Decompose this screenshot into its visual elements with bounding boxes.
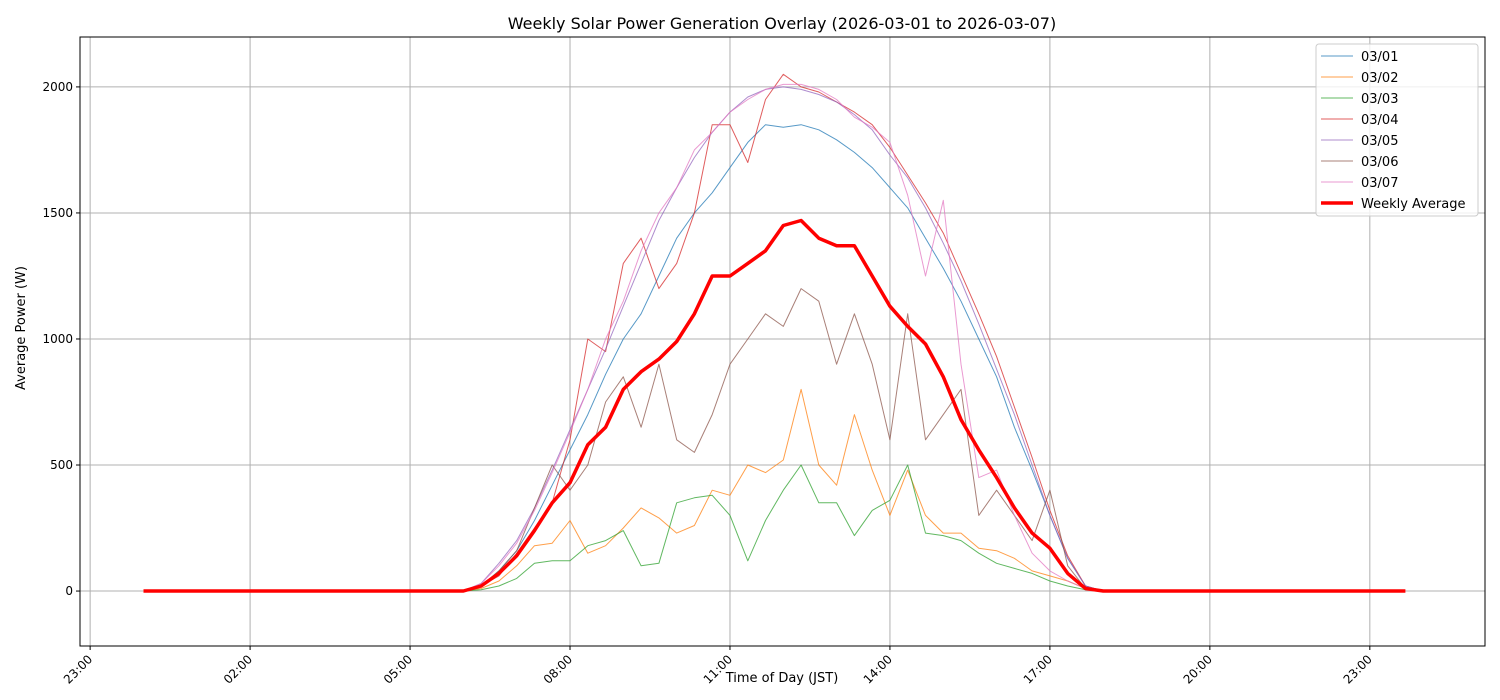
plot-frame: [79, 36, 1486, 647]
y-tick-label: 0: [65, 584, 73, 598]
legend-entry: 03/02: [1361, 71, 1398, 86]
series-line-03-03: [143, 464, 1406, 592]
legend-entry: 03/06: [1361, 155, 1398, 170]
x-tick-label: 14:00: [861, 652, 895, 686]
x-tick-label: 17:00: [1021, 652, 1055, 686]
legend-entry: 03/04: [1361, 113, 1398, 128]
x-tick-label: 08:00: [541, 652, 575, 686]
legend-entry: 03/05: [1361, 134, 1398, 149]
series-line-03-01: [143, 124, 1406, 592]
y-axis-label: Average Power (W): [14, 266, 29, 390]
x-tick-label: 23:00: [61, 652, 95, 686]
x-tick-label: 02:00: [221, 652, 255, 686]
series-lines: [143, 73, 1406, 593]
legend-frame: [1315, 43, 1479, 217]
x-tick-label: 05:00: [381, 652, 415, 686]
grid: [80, 37, 1485, 646]
series-line-03-04: [143, 73, 1406, 592]
legend-entry: 03/03: [1361, 92, 1398, 107]
x-axis: 23:00 02:00 05:00 08:00 11:00 14:00 17:00 20:00…: [61, 646, 1375, 687]
x-tick-label: 20:00: [1181, 652, 1215, 686]
y-axis: 0 500 1000 1500 2000: [42, 80, 80, 598]
x-axis-label: Time of Day (JST): [725, 671, 839, 686]
chart-title: Weekly Solar Power Generation Overlay (2…: [508, 14, 1056, 33]
legend-entry: 03/07: [1361, 176, 1398, 191]
legend: 03/01 03/02 03/03 03/04 03/05 03/06 03/07 Weekl…: [1315, 43, 1479, 217]
legend-entry: 03/01: [1361, 50, 1398, 65]
series-line-03-07: [143, 83, 1406, 592]
series-line-03-02: [143, 388, 1406, 592]
series-line-weekly-average: [143, 218, 1406, 593]
y-tick-label: 1500: [42, 206, 73, 220]
series-line-03-06: [143, 288, 1406, 592]
x-tick-label: 23:00: [1341, 652, 1375, 686]
y-tick-label: 1000: [42, 332, 73, 346]
legend-entry: Weekly Average: [1361, 197, 1465, 212]
y-tick-label: 500: [50, 458, 73, 472]
y-tick-label: 2000: [42, 80, 73, 94]
